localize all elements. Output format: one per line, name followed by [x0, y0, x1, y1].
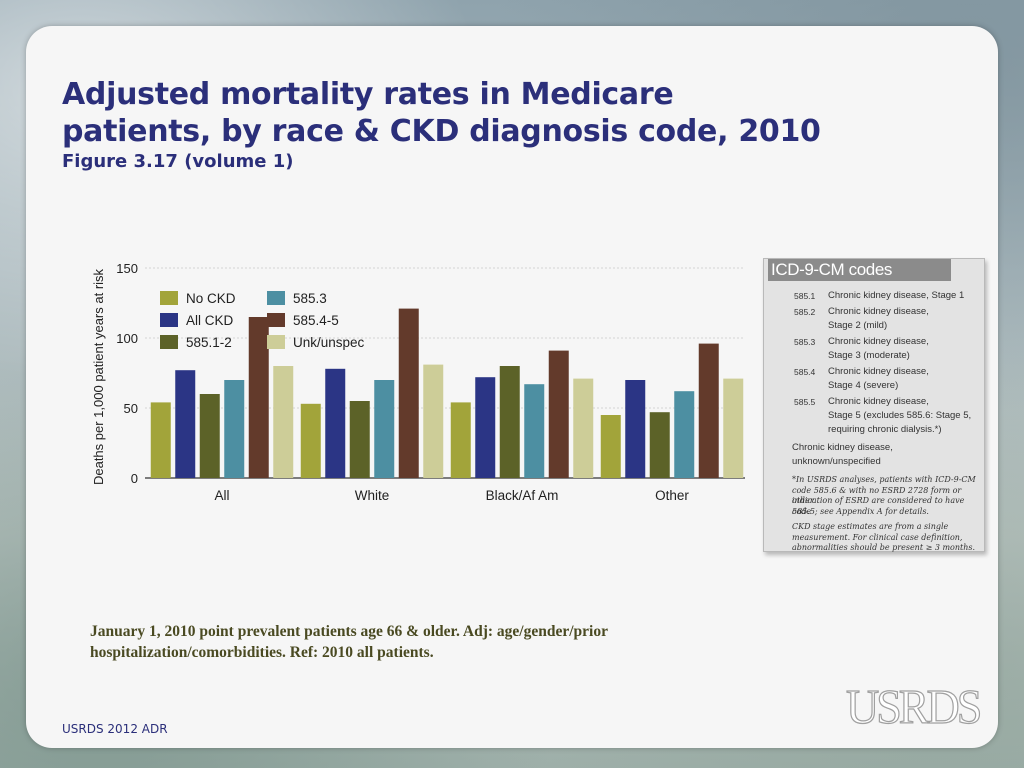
- icd-code: 585.2: [794, 305, 824, 319]
- bar: [723, 379, 743, 478]
- bar: [601, 415, 621, 478]
- y-tick-label: 50: [124, 401, 138, 416]
- figure-label: Figure 3.17 (volume 1): [62, 151, 294, 172]
- bar: [500, 366, 520, 478]
- bar: [325, 369, 345, 478]
- x-category-label: Other: [655, 488, 689, 503]
- bar: [151, 402, 171, 478]
- bar: [423, 365, 443, 478]
- icd-box-title: ICD-9-CM codes: [768, 259, 951, 281]
- bar: [249, 317, 269, 478]
- icd-description-line: Stage 4 (severe): [828, 379, 988, 393]
- icd-description-line: Chronic kidney disease,: [828, 395, 988, 409]
- bar: [374, 380, 394, 478]
- bar: [200, 394, 220, 478]
- legend-swatch: [267, 335, 285, 349]
- icd-note-line: measurement. For clinical case definitio…: [792, 533, 982, 544]
- legend-swatch: [267, 291, 285, 305]
- bar: [674, 391, 694, 478]
- x-category-label: All: [214, 488, 229, 503]
- legend-swatch: [160, 313, 178, 327]
- bar: [350, 401, 370, 478]
- icd-unspecified-line: unknown/unspecified: [792, 455, 972, 469]
- icd-code: 585.1: [794, 289, 824, 303]
- bar: [475, 377, 495, 478]
- icd-note-line: abnormalities should be present ≥ 3 mont…: [792, 543, 982, 554]
- legend-label: 585.4-5: [293, 313, 339, 328]
- bar: [625, 380, 645, 478]
- legend-label: No CKD: [186, 291, 236, 306]
- legend-label: Unk/unspec: [293, 335, 365, 350]
- bar: [224, 380, 244, 478]
- y-tick-label: 0: [131, 471, 138, 486]
- icd-codes-box: ICD-9-CM codes 585.1 Chronic kidney disea…: [763, 258, 985, 552]
- bar: [273, 366, 293, 478]
- bar: [573, 379, 593, 478]
- legend-label: 585.1-2: [186, 335, 232, 350]
- x-category-label: White: [355, 488, 390, 503]
- usrds-logo: USRDS: [846, 679, 979, 735]
- chart-footnote: January 1, 2010 point prevalent patients…: [90, 621, 630, 663]
- icd-note-line: *In USRDS analyses, patients with ICD-9-…: [792, 475, 982, 486]
- icd-unspecified-line: Chronic kidney disease,: [792, 441, 972, 455]
- bar: [175, 370, 195, 478]
- y-axis-label: Deaths per 1,000 patient years at risk: [91, 268, 106, 485]
- icd-code: 585.5: [794, 395, 824, 409]
- legend-swatch: [160, 335, 178, 349]
- icd-description: Chronic kidney disease, Stage 2 (mild): [828, 305, 988, 333]
- bar: [524, 384, 544, 478]
- bar: [549, 351, 569, 478]
- x-category-label: Black/Af Am: [486, 488, 559, 503]
- icd-code: 585.4: [794, 365, 824, 379]
- bar: [650, 412, 670, 478]
- icd-description-line: Chronic kidney disease,: [828, 365, 988, 379]
- icd-code: 585.3: [794, 335, 824, 349]
- icd-description-line: Chronic kidney disease,: [828, 305, 988, 319]
- y-tick-label: 100: [116, 331, 138, 346]
- icd-description: Chronic kidney disease, Stage 5 (excludes…: [828, 395, 988, 437]
- icd-note-line: CKD stage estimates are from a single: [792, 522, 982, 533]
- icd-description-line: Chronic kidney disease, Stage 1: [828, 289, 988, 303]
- icd-description-line: requiring chronic dialysis.*): [828, 423, 988, 437]
- icd-description-line: Stage 2 (mild): [828, 319, 988, 333]
- legend-swatch: [160, 291, 178, 305]
- legend-label: 585.3: [293, 291, 327, 306]
- footer-source: USRDS 2012 ADR: [62, 722, 168, 736]
- icd-description-line: Stage 3 (moderate): [828, 349, 988, 363]
- bar: [451, 402, 471, 478]
- legend-label: All CKD: [186, 313, 234, 328]
- icd-description: Chronic kidney disease, Stage 3 (moderate…: [828, 335, 988, 363]
- icd-description: Chronic kidney disease, Stage 4 (severe): [828, 365, 988, 393]
- icd-description-line: Stage 5 (excludes 585.6: Stage 5,: [828, 409, 988, 423]
- legend-swatch: [267, 313, 285, 327]
- bar-chart: 0 50 100 150 Deaths per 1,000 patient years …: [88, 250, 753, 510]
- icd-description-line: Chronic kidney disease,: [828, 335, 988, 349]
- slide-title: Adjusted mortality rates in Medicare pat…: [62, 76, 822, 150]
- icd-note-line: 585.5; see Appendix A for details.: [792, 507, 982, 518]
- bar: [301, 404, 321, 478]
- bar: [399, 309, 419, 478]
- bar: [699, 344, 719, 478]
- y-tick-label: 150: [116, 261, 138, 276]
- icd-description: Chronic kidney disease, Stage 1: [828, 289, 988, 303]
